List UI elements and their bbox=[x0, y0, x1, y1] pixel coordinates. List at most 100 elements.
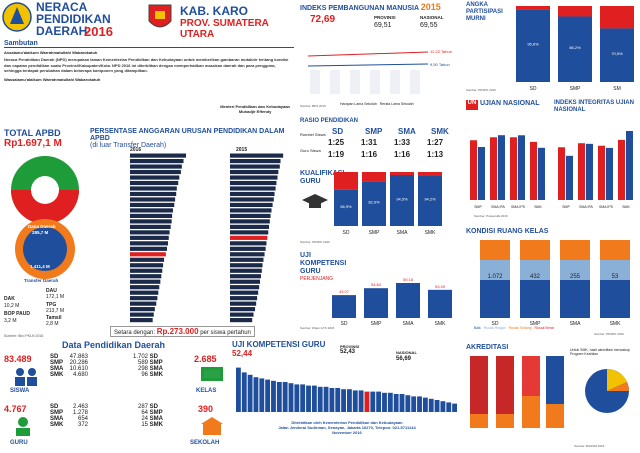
kondisi-bar-value: 53 bbox=[612, 274, 619, 280]
kualifikasi-bar bbox=[334, 189, 358, 226]
kondisi-seg-baik bbox=[520, 280, 550, 318]
ukg-perjenjang-chart: 49,07 SD 54,84 SMP 59,18 SMA 53,49 SMK bbox=[332, 277, 452, 326]
row-label: SMP bbox=[50, 410, 64, 416]
persentase-bar-2015 bbox=[230, 246, 266, 251]
ukg-footer: Diterbitkan oleh Kementerian Pendidikan … bbox=[232, 420, 462, 435]
row-label: SD bbox=[50, 404, 59, 410]
guru-row: SMP 1.278 bbox=[50, 410, 88, 416]
footer-value: Rp.273.000 bbox=[156, 327, 199, 336]
ipm-legend: Harapan Lama Sekolah Rerata Lama Sekolah bbox=[340, 102, 414, 106]
ipm-nas-label: NASIONAL bbox=[420, 15, 444, 20]
rasio-panel: RASIO PENDIDIKAN Rombel Siswa Guru Siswa… bbox=[300, 118, 462, 166]
siswa-total: 83.489 bbox=[4, 354, 32, 364]
ukg-perjenjang-category: SMA bbox=[403, 321, 415, 326]
ukg-district-bar bbox=[347, 389, 352, 412]
ukg-district-bar bbox=[364, 391, 370, 412]
kelas-row: 1.702 SD bbox=[128, 354, 163, 360]
ipm-title-row: INDEKS PEMBANGUNAN MANUSIA 2015 bbox=[300, 2, 460, 12]
persentase-bar-2015 bbox=[230, 158, 281, 164]
apbd-total: Rp1.697,1 M bbox=[4, 138, 62, 149]
row-label: SD bbox=[149, 354, 159, 360]
apm-bar-label: 70,5% bbox=[611, 51, 623, 56]
sekolah-total: 390 bbox=[198, 404, 214, 414]
kondisi-seg-sedang bbox=[560, 240, 590, 260]
legend-rls: Rerata Lama Sekolah bbox=[379, 102, 414, 106]
kelas-total: 2.685 bbox=[194, 354, 217, 364]
npd-panel: Data Pendidikan Daerah 83.489 SISWA SD 47… bbox=[4, 340, 230, 452]
ukg-district-bar bbox=[306, 385, 311, 412]
kualifikasi-bar bbox=[362, 181, 386, 226]
kualifikasi-source: Sumber: PDSPK 2016 bbox=[300, 240, 330, 244]
un-category: SMP bbox=[474, 205, 482, 209]
sekolah-table: 287 SD 64 SMP 24 SMA 15 SMK bbox=[128, 404, 163, 428]
kualifikasi-panel: KUALIFIKASI GURU 66,9% SD 82,9% SMP 94,5% SMA… bbox=[300, 170, 462, 248]
ukg-small-source: Sumber: Ditjen GTK 2015 bbox=[300, 326, 335, 330]
ipm-panel: INDEKS PEMBANGUNAN MANUSIA 2015 72,69 PR… bbox=[300, 2, 460, 112]
persentase-bar-2015 bbox=[230, 235, 268, 240]
persentase-bar-2016 bbox=[130, 230, 170, 235]
apm-bar-gap bbox=[516, 6, 550, 10]
persentase-bar-2015 bbox=[230, 285, 260, 290]
persentase-bar-2016 bbox=[130, 296, 158, 301]
ukg-perjenjang-value: 53,49 bbox=[435, 284, 446, 289]
iiun-category: SMA IPS bbox=[599, 205, 614, 209]
persentase-bar-2015 bbox=[230, 164, 280, 169]
kualifikasi-category-label: SMP bbox=[369, 230, 381, 236]
guru-row: SD 2.463 bbox=[50, 404, 88, 410]
row-label: SMP bbox=[149, 410, 163, 416]
ukg-district-bar bbox=[393, 394, 399, 412]
persentase-bar-2016 bbox=[130, 274, 162, 279]
persentase-bar-2015 bbox=[230, 175, 278, 180]
persentase-bar-2016 bbox=[130, 224, 171, 229]
kualifikasi-bar-gap bbox=[334, 172, 358, 190]
iiun-bar-2015 bbox=[558, 147, 565, 200]
rasio-guru-smk: 1:13 bbox=[427, 150, 444, 159]
kelas-label: KELAS bbox=[196, 388, 217, 394]
row-value: 24 bbox=[141, 416, 148, 422]
persentase-title: PERSENTASE ANGGARAN URUSAN PENDIDIKAN DA… bbox=[90, 128, 285, 142]
persentase-bar-2016 bbox=[130, 318, 153, 323]
apm-bar bbox=[558, 16, 592, 82]
apm-bar-gap bbox=[600, 6, 634, 29]
persentase-bar-2015 bbox=[230, 208, 272, 213]
persentase-col2: 2015 bbox=[236, 147, 248, 153]
ukg-district-bar bbox=[440, 401, 446, 412]
tamsil-value: 2,8 M bbox=[46, 321, 59, 327]
ukg-nas-label: NASIONAL bbox=[396, 350, 417, 355]
ukg-prov-label: PROVINSI bbox=[340, 344, 360, 349]
ukg-perjenjang-bar bbox=[396, 282, 420, 318]
akreditasi-bar-chart bbox=[470, 356, 564, 428]
dau-value: 172,1 M bbox=[46, 294, 65, 300]
apm-bar-label: 95,6% bbox=[527, 42, 539, 47]
akreditasi-note: Untuk SMK, hasil akreditasi mencakup Pro… bbox=[570, 348, 630, 356]
tpg-value: 213,7 M bbox=[46, 308, 65, 314]
apm-bar bbox=[600, 28, 634, 83]
persentase-bar-2016 bbox=[130, 290, 159, 295]
iiun-bar-2016 bbox=[586, 143, 593, 200]
apm-bar bbox=[516, 9, 550, 82]
ukg-district-bar bbox=[417, 396, 422, 412]
rasio-guru-sd: 1:19 bbox=[328, 150, 345, 159]
persentase-bar-2015 bbox=[230, 279, 260, 284]
un-bar-2015 bbox=[490, 137, 497, 200]
kondisi-bar-value: 255 bbox=[570, 274, 581, 280]
persentase-bar-2015 bbox=[230, 224, 269, 229]
row-value: 654 bbox=[77, 416, 88, 422]
kualifikasi-bar-label: 66,9% bbox=[340, 204, 352, 209]
ukg-district-bar bbox=[399, 394, 405, 412]
rasio-guru-label: Guru Siswa bbox=[300, 148, 321, 153]
persentase-bar-chart bbox=[130, 153, 284, 323]
row-value: 1.278 bbox=[72, 410, 88, 416]
ukg-district-bar bbox=[434, 400, 440, 412]
persentase-bar-2016 bbox=[130, 175, 180, 180]
un-bar-2016 bbox=[478, 146, 485, 200]
persentase-bar-2016 bbox=[130, 169, 181, 175]
dau-label: DAU bbox=[46, 288, 57, 294]
un-category: SMK bbox=[534, 205, 542, 209]
kualifikasi-category-label: SMA bbox=[397, 230, 409, 236]
iiun-category: SMK bbox=[622, 205, 630, 209]
kondisi-seg-ringan bbox=[480, 260, 510, 280]
iiun-category: SMP bbox=[562, 205, 570, 209]
prov-name: PROV. SUMATERA UTARA bbox=[180, 18, 269, 40]
persentase-bar-2015 bbox=[230, 257, 264, 262]
